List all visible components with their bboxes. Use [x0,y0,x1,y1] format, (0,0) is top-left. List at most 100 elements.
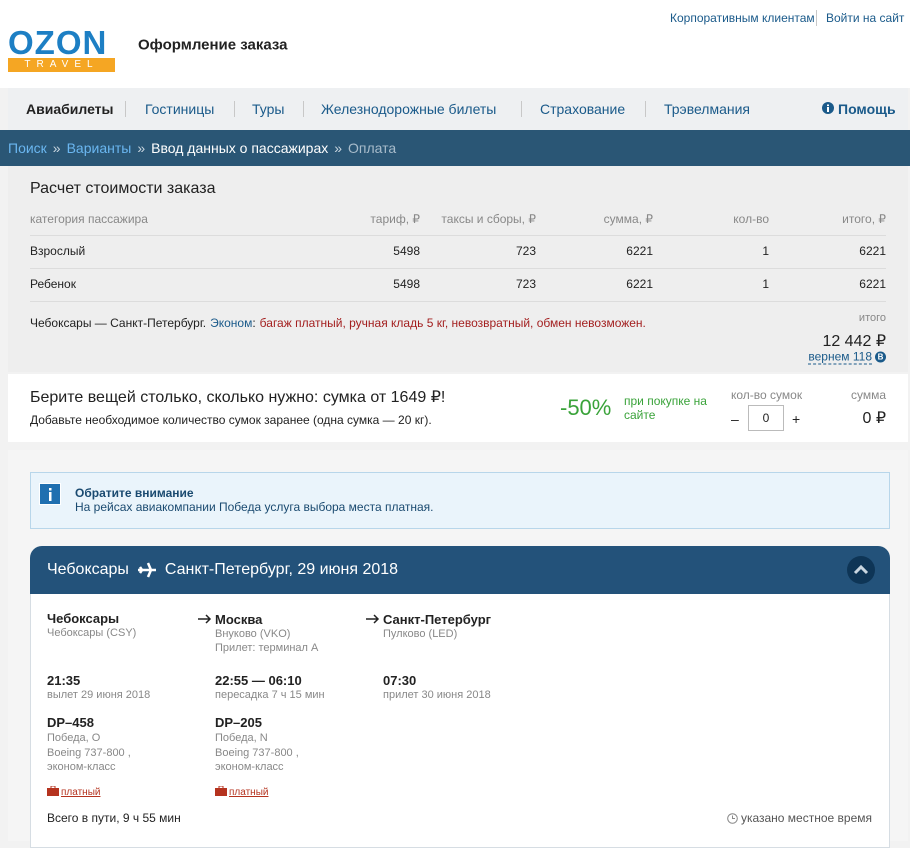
qty-label: кол-во сумок [731,388,803,402]
time-note: пересадка 7 ч 15 мин [215,689,325,701]
notice [30,472,890,529]
total-time: Всего в пути, 9 ч 55 мин [47,811,181,825]
nav-bar [8,88,908,130]
column-header: сумма, ₽ [603,212,653,226]
page-title: Оформление заказа [138,36,288,54]
column-header: итого, ₽ [842,212,886,226]
cell: 723 [515,277,536,291]
column-header: категория пассажира [30,212,148,226]
row-line [30,301,886,302]
plane-icon [137,562,156,578]
discount-note: при покупке на сайте [624,394,707,422]
aircraft: Boeing 737-800 , эконом-класс [215,747,299,773]
notice-icon [39,483,61,505]
baggage-fee[interactable]: платный [229,787,269,798]
crumb-current: Ввод данных о пассажирах [151,140,329,156]
nav-item[interactable]: Гостиницы [145,101,215,117]
cashback: вернем 118 B [808,350,886,365]
crumb-link[interactable]: Варианты [66,140,132,156]
conditions: багаж платный, ручная кладь 5 кг, невозв… [259,316,646,330]
column-header: тариф, ₽ [370,212,420,226]
nav-item[interactable]: Железнодорожные билеты [321,101,497,117]
cell: Взрослый [30,244,86,258]
clock-icon [727,812,738,824]
header [0,0,910,88]
nav-item[interactable]: Страхование [540,101,626,117]
cell: 1 [762,277,769,291]
crumb-link[interactable]: Поиск [8,140,47,156]
nav-item[interactable]: Трэвелмания [664,101,751,117]
airport: Пулково (LED) [383,628,458,640]
time: 07:30 [383,673,417,688]
flight-from: Чебоксары [47,561,129,578]
flight-header [30,546,890,594]
time-note: прилет 30 июня 2018 [383,689,491,701]
plus-button[interactable]: + [792,411,801,427]
time-note: вылет 29 июня 2018 [47,689,151,701]
baggage-title: Берите вещей столько, сколько нужно: сум… [30,389,446,406]
aircraft: Boeing 737-800 , эконом-класс [47,747,131,773]
collapse-button[interactable] [847,556,875,584]
cell: Ребенок [30,277,76,291]
cashback-link[interactable]: вернем 118 [808,349,872,365]
cashback-icon: B [875,351,886,363]
route: Чебоксары — Санкт-Петербург. [30,316,207,330]
arrow [198,614,212,624]
cost-section [8,166,908,372]
separator [521,101,522,117]
sum: 0 ₽ [862,410,886,427]
cell: 5498 [393,244,420,258]
total-label: итого [858,312,886,324]
cell: 1 [762,244,769,258]
notice-text: На рейсах авиакомпании Победа услуга выб… [75,500,434,514]
flight-number: DP–205 [215,715,262,730]
separator [234,101,235,117]
logo[interactable]: OZON [8,24,108,61]
cell: 723 [515,244,536,258]
crumb-sep: » [52,140,61,156]
flight-route: Чебоксары Санкт-Петербург, 29 июня 2018 [47,561,398,579]
corporate-link[interactable]: Корпоративным клиентам [670,11,815,25]
cell: 6221 [626,244,653,258]
cell: 5498 [393,277,420,291]
time: 22:55 — 06:10 [215,673,302,688]
flight-card [30,546,890,848]
fare-sep: : [252,316,256,330]
cell: 6221 [859,244,886,258]
column-header: кол-во [733,212,769,226]
city: Москва [215,612,263,627]
city: Санкт-Петербург [383,612,492,627]
row-line [30,268,886,269]
carrier: Победа, N [215,732,268,744]
discount: -50% [560,395,612,420]
cell: 6221 [859,277,886,291]
qty-input[interactable]: 0 [748,405,784,431]
terminal: Прилет: терминал A [215,642,319,654]
flight-number: DP–458 [47,715,94,730]
baggage-fee[interactable]: платный [61,787,101,798]
minus-button[interactable]: – [731,411,739,427]
baggage-icon [215,786,227,796]
flight-to: Санкт-Петербург, 29 июня 2018 [164,561,399,578]
login-link[interactable]: Войти на сайт [826,11,905,25]
local-time-note: указано местное время [727,811,872,825]
nav-item[interactable]: Авиабилеты [26,101,114,117]
crumb-next: Оплата [348,140,397,156]
crumb-sep: » [137,140,146,156]
notice-title: Обратите внимание [75,486,194,500]
total: 12 442 ₽ [822,333,886,350]
arrow [366,614,380,624]
nav-item[interactable]: Помощь [838,101,896,117]
fare-link[interactable]: Эконом [210,316,253,330]
nav-item[interactable]: Туры [252,101,285,117]
carrier: Победа, O [47,732,101,744]
airport: Внуково (VKO) [215,628,291,640]
logo-sub: TRAVEL [8,58,115,72]
help-icon [822,102,834,114]
local-time: указано местное время [740,811,872,825]
row-line [30,235,886,236]
separator [303,101,304,117]
fare-note: Чебоксары — Санкт-Петербург. Эконом: баг… [30,316,646,330]
crumb-sep: » [334,140,343,156]
